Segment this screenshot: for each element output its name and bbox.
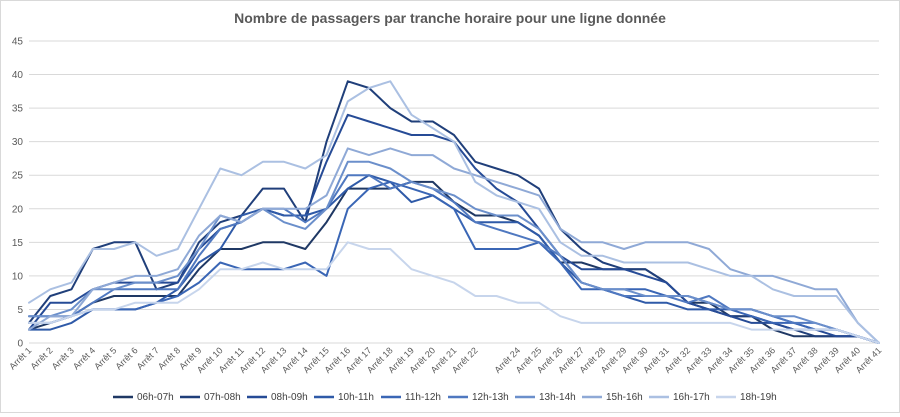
y-tick-label: 35 <box>12 104 24 115</box>
legend-item: 11h-12h <box>381 392 441 403</box>
legend-item: 18h-19h <box>716 392 777 403</box>
legend-label: 08h-09h <box>271 392 308 403</box>
x-tick-label: Arrêt 3 <box>50 345 76 371</box>
series-lines <box>28 80 880 344</box>
series-line-10h-11h <box>28 174 880 344</box>
x-tick-label: Arrêt 7 <box>135 345 161 371</box>
y-tick-label: 20 <box>12 204 24 215</box>
legend-label: 12h-13h <box>472 392 509 403</box>
y-tick-label: 0 <box>17 339 23 350</box>
x-tick-label: Arrêt 4 <box>71 345 97 371</box>
legend-label: 11h-12h <box>405 392 441 403</box>
legend-label: 13h-14h <box>539 392 576 403</box>
x-tick-label: Arrêt 6 <box>113 345 139 371</box>
legend-item: 13h-14h <box>515 392 576 403</box>
legend-item: 06h-07h <box>113 392 174 403</box>
legend-item: 07h-08h <box>180 392 241 403</box>
gridlines <box>29 40 879 344</box>
series-line-13h-14h <box>28 160 880 344</box>
series-line-16h-17h <box>28 80 880 344</box>
legend-label: 18h-19h <box>740 392 777 403</box>
legend-label: 06h-07h <box>137 392 174 403</box>
legend-label: 16h-17h <box>673 392 710 403</box>
y-tick-label: 30 <box>12 137 24 148</box>
x-tick-label: Arrêt 5 <box>92 345 118 371</box>
y-tick-label: 10 <box>12 271 24 282</box>
y-tick-label: 5 <box>17 305 23 316</box>
legend-label: 07h-08h <box>204 392 241 403</box>
legend-item: 15h-16h <box>582 392 643 403</box>
y-axis-ticks: 0 5 10 15 20 25 30 35 40 45 <box>12 37 24 350</box>
legend-item: 16h-17h <box>649 392 710 403</box>
y-tick-label: 25 <box>12 171 24 182</box>
legend-label: 10h-11h <box>338 392 374 403</box>
y-tick-label: 15 <box>12 238 24 249</box>
series-line-07h-08h <box>28 80 880 344</box>
series-line-11h-12h <box>28 180 880 344</box>
series-line-12h-13h <box>28 174 880 344</box>
x-tick-label: Arrêt 2 <box>28 345 54 371</box>
legend-item: 08h-09h <box>247 392 308 403</box>
x-tick-label: Arrêt 8 <box>156 345 182 371</box>
legend-item: 12h-13h <box>448 392 509 403</box>
y-tick-label: 45 <box>12 37 24 48</box>
legend: 06h-07h 07h-08h 08h-09h 10h-11h 11h-12h 12h-1… <box>113 392 777 403</box>
series-line-06h-07h <box>28 180 880 344</box>
y-tick-label: 40 <box>12 70 24 81</box>
series-line-18h-19h <box>28 241 880 344</box>
chart-title: Nombre de passagers par tranche horaire … <box>234 10 666 26</box>
series-line-15h-16h <box>28 147 880 344</box>
legend-item: 10h-11h <box>314 392 374 403</box>
legend-label: 15h-16h <box>606 392 643 403</box>
